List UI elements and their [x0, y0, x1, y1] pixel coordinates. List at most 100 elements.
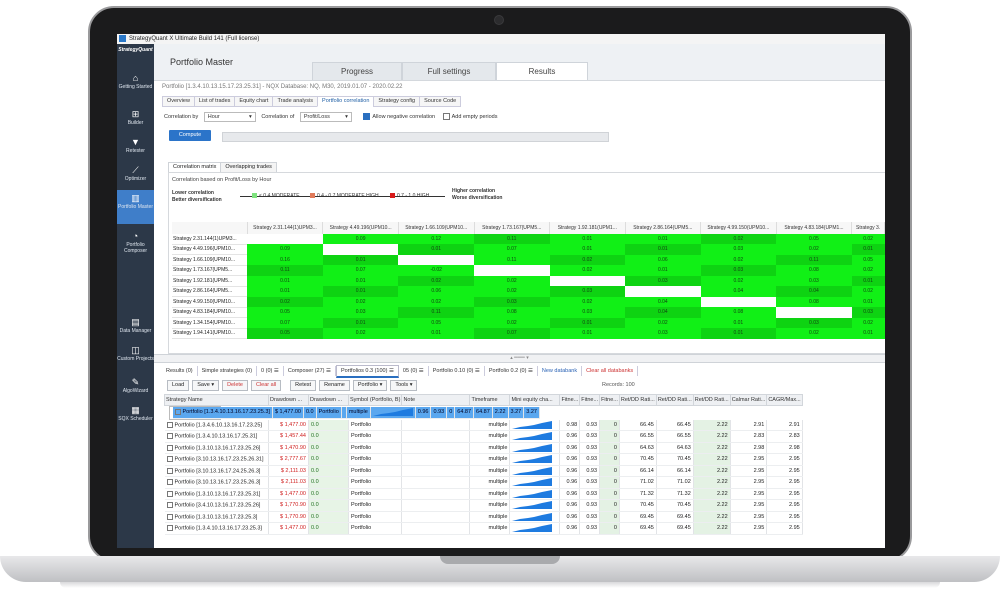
databank-tab[interactable]: Results (0) — [162, 366, 198, 376]
sidebar-item-custom-projects[interactable]: ◫ Custom Projects — [117, 342, 154, 372]
subtab-portfolio-correlation[interactable]: Portfolio correlation — [317, 96, 375, 107]
row-checkbox[interactable] — [166, 525, 173, 532]
symbol-cell: Portfolio — [348, 442, 403, 454]
table-row[interactable]: Portfolio [1.3.10.13.16.17.23.25.31] $ 1,… — [164, 488, 803, 500]
table-row[interactable]: Portfolio [1.3.4.10.13.16.17.23.25.3] $ 1… — [164, 522, 803, 535]
row-checkbox[interactable] — [166, 490, 173, 497]
rename-button[interactable]: Rename — [319, 380, 350, 391]
window-title: StrategyQuant X Ultimate Build 141 (Full… — [129, 36, 260, 42]
compute-button[interactable]: Compute — [169, 130, 211, 141]
table-row[interactable]: Portfolio [1.3.4.6.10.13.16.17.23.25] $ 1… — [164, 419, 803, 431]
column-header[interactable]: Mini equity cha... — [509, 394, 561, 406]
cagr-cell: 2.98 — [766, 442, 803, 454]
pane-splitter[interactable]: ▴ ═══ ▾ — [154, 354, 885, 363]
legend-arrow — [240, 196, 445, 197]
sidebar-item-algowizard[interactable]: ✎ AlgoWizard — [117, 374, 154, 404]
load-button[interactable]: Load — [167, 380, 190, 391]
portfolio-menu-button[interactable]: Portfolio ▾ — [352, 380, 388, 391]
table-row[interactable]: Portfolio [3.10.13.16.17.23.25.26.31] $ 2… — [164, 453, 803, 466]
equity-area — [512, 420, 553, 429]
subtab-equity-chart[interactable]: Equity chart — [234, 96, 274, 107]
sidebar-item-builder[interactable]: ⊞ Builder — [117, 106, 154, 136]
row-checkbox[interactable] — [166, 444, 173, 451]
table-row[interactable]: Portfolio [1.3.10.13.16.17.23.25.3] $ 1,7… — [164, 511, 803, 523]
column-header[interactable]: Note — [401, 394, 471, 406]
column-header[interactable]: Fitne... — [559, 394, 581, 406]
row-checkbox[interactable] — [166, 513, 173, 520]
sidebar-item-retester[interactable]: ▼ Retester — [117, 134, 154, 164]
fitness-cell: 0.96 — [559, 453, 581, 466]
databank-tab[interactable]: 0 (0) ☰ — [257, 366, 284, 376]
column-header[interactable]: Drawdown ... — [268, 394, 309, 406]
subtab-trade-analysis[interactable]: Trade analysis — [272, 96, 319, 107]
ret-dd-cell: 64.87 — [454, 407, 475, 419]
sidebar-item-sqx-scheduler[interactable]: ▦ SQX Scheduler — [117, 402, 154, 432]
row-checkbox[interactable] — [166, 502, 173, 509]
subtab-source-code[interactable]: Source Code — [419, 96, 462, 107]
table-row[interactable]: Portfolio [3.4.10.13.16.17.23.25.26] $ 1,… — [164, 499, 803, 512]
column-header[interactable]: Timeframe — [469, 394, 511, 406]
tab-progress[interactable]: Progress — [312, 62, 402, 80]
row-checkbox[interactable] — [166, 479, 173, 486]
databank-tab[interactable]: Simple strategies (0) — [198, 366, 258, 376]
sidebar-item-portfolio-composer[interactable]: ◔ Portfolio Composer — [117, 228, 154, 258]
row-checkbox[interactable] — [166, 421, 173, 428]
fitness-cell: 0 — [599, 522, 620, 535]
databank-tab[interactable]: Portfolio 0.2 (0) ☰ — [485, 366, 538, 376]
databank-tab[interactable]: 05 (0) ☰ — [399, 366, 429, 376]
add-empty-checkbox[interactable] — [442, 113, 450, 121]
row-checkbox[interactable] — [166, 456, 173, 463]
cagr-cell: 2.95 — [766, 522, 803, 535]
clear-all-button[interactable]: Clear all — [250, 380, 282, 391]
ret-dd-cell: 66.45 — [656, 419, 694, 431]
column-header[interactable]: Ret/DD Rati... — [692, 394, 731, 406]
subtab-strategy-config[interactable]: Strategy config — [373, 96, 421, 107]
matrix-cell: 0.03 — [776, 317, 852, 328]
sidebar-item-data-manager[interactable]: ▤ Data Manager — [117, 314, 154, 344]
save-button[interactable]: Save ▾ — [192, 380, 220, 391]
column-header[interactable]: Strategy Name — [164, 394, 269, 406]
matrix-cell: 0.02 — [776, 244, 852, 255]
row-checkbox[interactable] — [174, 408, 181, 415]
mini-equity-cell — [509, 442, 561, 454]
column-header[interactable]: Ret/DD Rati... — [655, 394, 694, 406]
note-cell — [401, 488, 471, 500]
tools-menu-button[interactable]: Tools ▾ — [390, 380, 418, 391]
table-row[interactable]: Portfolio [1.3.4.10.13.16.17.23.25.3] $ 1… — [168, 406, 540, 420]
column-header[interactable]: CAGR/Max... — [766, 394, 803, 406]
databank-tab[interactable]: Portfolio 0.10 (0) ☰ — [429, 366, 485, 376]
table-row[interactable]: Portfolio [3.10.13.16.17.24.25.26.3] $ 2,… — [164, 465, 803, 477]
databank-tab[interactable]: Composer (27) ☰ — [284, 366, 336, 376]
delete-button[interactable]: Delete — [222, 380, 248, 391]
sidebar-item-optimizer[interactable]: ⟋ Optimizer — [117, 162, 154, 192]
app-window: StrategyQuant X Ultimate Build 141 (Full… — [117, 34, 885, 548]
subtab-list-of-trades[interactable]: List of trades — [193, 96, 236, 107]
allow-negative-checkbox[interactable] — [363, 113, 371, 121]
databank-tab[interactable]: Portfolios 0.3 (100) ☰ — [335, 365, 399, 378]
column-header[interactable]: Symbol (Portfolio, B) — [347, 394, 403, 406]
sidebar-item-label: Custom Projects — [117, 356, 154, 362]
new-databank-link[interactable]: New databank — [538, 366, 583, 376]
column-header[interactable]: Fitne... — [599, 394, 620, 406]
clear-all-databanks-link[interactable]: Clear all databanks — [582, 366, 639, 376]
tab-full-settings[interactable]: Full settings — [402, 62, 496, 80]
retest-button[interactable]: Retest — [290, 380, 317, 391]
subtab-overview[interactable]: Overview — [162, 96, 195, 107]
sidebar-item-getting-started[interactable]: ⌂ Getting Started — [117, 70, 154, 100]
tab-results[interactable]: Results — [496, 62, 588, 80]
row-checkbox[interactable] — [166, 467, 173, 474]
correlation-by-select[interactable]: Hour ▾ — [203, 112, 256, 122]
table-row[interactable]: Portfolio [1.3.10.13.16.17.23.25.26] $ 1,… — [164, 442, 803, 454]
column-header[interactable]: Drawdown ... — [308, 394, 349, 406]
column-header[interactable]: Calmar Rati... — [729, 394, 768, 406]
column-header[interactable]: Ret/DD Rati... — [618, 394, 657, 406]
table-row[interactable]: Portfolio [1.3.4.10.13.16.17.25.31] $ 1,4… — [164, 430, 803, 443]
table-row[interactable]: Portfolio [3.10.13.16.17.23.25.26.3] $ 2,… — [164, 476, 803, 489]
correlation-of-select[interactable]: Profit/Loss ▾ — [299, 112, 352, 122]
sidebar-item-portfolio-master[interactable]: ▥ Portfolio Master — [117, 190, 154, 224]
row-checkbox[interactable] — [166, 433, 173, 440]
matrix-cell: 0.09 — [247, 244, 323, 255]
cagr-cell: 2.95 — [766, 499, 803, 512]
equity-area — [512, 524, 553, 533]
column-header[interactable]: Fitne... — [579, 394, 601, 406]
